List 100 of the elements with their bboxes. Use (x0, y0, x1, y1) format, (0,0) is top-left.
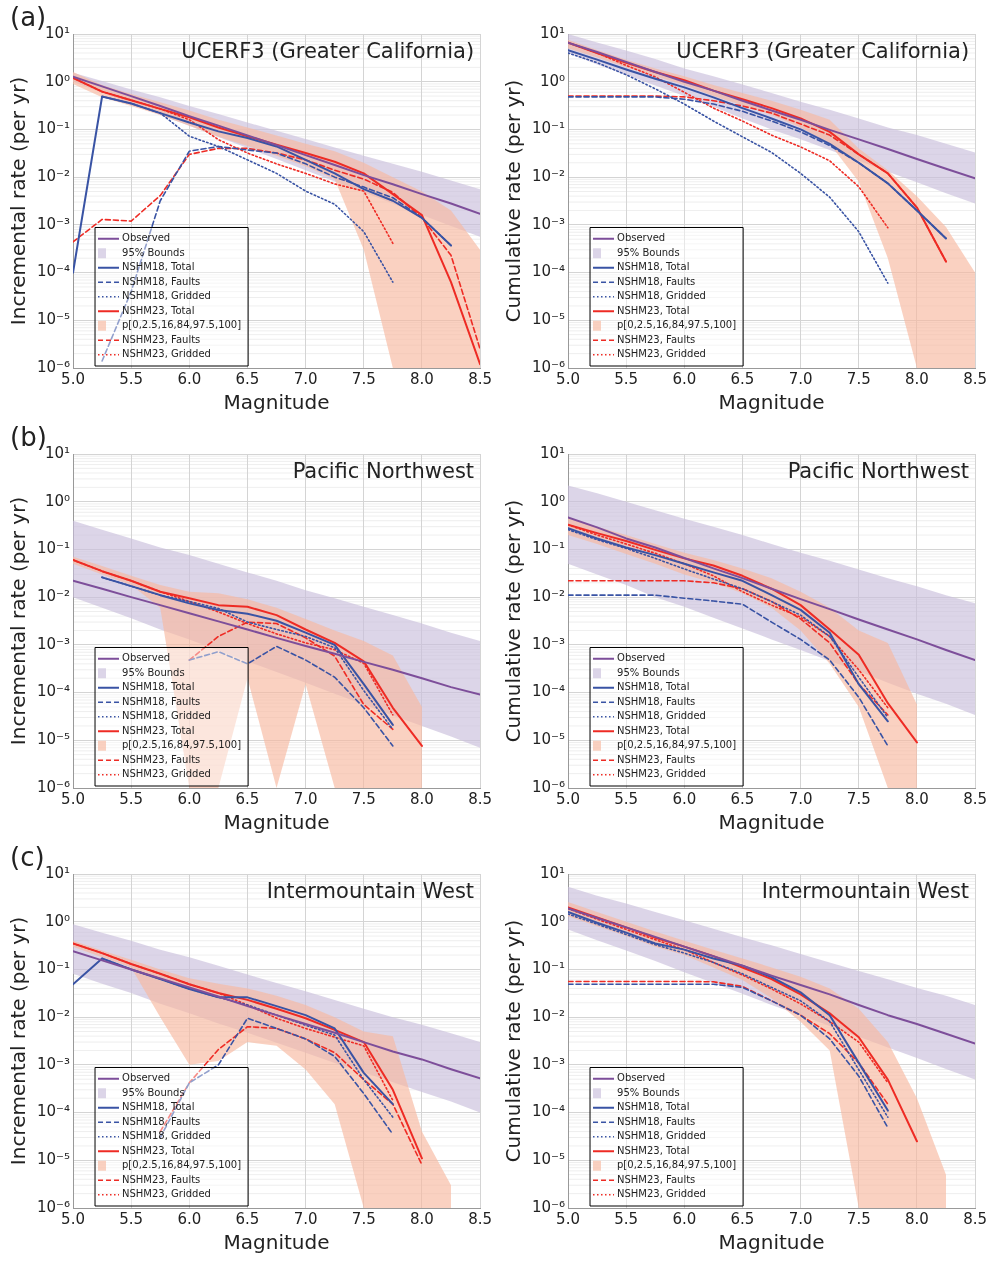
x-tick-label: 7.0 (788, 369, 813, 388)
legend-label: 95% Bounds (617, 246, 680, 258)
x-tick-label: 7.0 (293, 789, 318, 808)
y-tick-label: 10¹ (539, 443, 566, 462)
y-tick-label: 10⁻⁴ (36, 1102, 71, 1121)
y-axis-title: Cumulative rate (per yr) (501, 499, 526, 743)
chart-title: UCERF3 (Greater California) (676, 38, 970, 63)
legend-label: NSHM18, Total (617, 681, 690, 693)
y-tick-label: 10⁰ (539, 491, 566, 510)
x-axis-title: Magnitude (223, 1230, 330, 1255)
x-tick-label: 6.0 (177, 369, 202, 388)
legend-label: p[0,2.5,16,84,97.5,100] (617, 1159, 737, 1171)
x-tick-label: 8.5 (963, 369, 987, 388)
y-tick-label: 10⁻⁴ (531, 682, 566, 701)
text: (a) (10, 2, 47, 32)
x-tick-label: 8.0 (409, 369, 434, 388)
chart-title: Intermountain West (266, 878, 475, 903)
legend-label: p[0,2.5,16,84,97.5,100] (122, 1159, 242, 1171)
x-tick-label: 5.5 (614, 369, 639, 388)
y-axis-title: Incremental rate (per yr) (6, 76, 31, 326)
legend-label: NSHM18, Faults (122, 1115, 201, 1127)
legend-label: NSHM23, Total (617, 1144, 690, 1156)
y-tick-label: 10⁻¹ (531, 959, 566, 978)
legend-label: NSHM23, Gridded (122, 348, 211, 360)
legend-label: NSHM23, Gridded (617, 1188, 706, 1200)
y-tick-label: 10⁻⁴ (531, 1102, 566, 1121)
x-tick-label: 7.0 (293, 369, 318, 388)
y-tick-label: 10⁻² (36, 1007, 71, 1026)
legend-label: Observed (122, 652, 171, 664)
y-tick-label: 10⁻¹ (36, 539, 71, 558)
legend-label: NSHM18, Total (617, 1101, 690, 1113)
legend-label: Observed (122, 1072, 171, 1084)
y-tick-label: 10⁻³ (531, 1054, 566, 1073)
y-axis-title: Incremental rate (per yr) (6, 496, 31, 746)
y-tick-label: 10⁻¹ (531, 119, 566, 138)
y-tick-label: 10¹ (44, 863, 71, 882)
legend-label: NSHM23, Total (617, 304, 690, 316)
legend-label: Observed (122, 232, 171, 244)
x-tick-label: 5.5 (119, 369, 144, 388)
y-axis-title: Incremental rate (per yr) (6, 916, 31, 1166)
y-tick-label: 10⁻³ (36, 214, 71, 233)
x-tick-label: 5.0 (61, 369, 85, 388)
y-tick-label: 10⁰ (539, 911, 566, 930)
legend-label: p[0,2.5,16,84,97.5,100] (122, 739, 242, 751)
legend-label: 95% Bounds (122, 1086, 185, 1098)
legend-label: NSHM23, Faults (122, 753, 201, 765)
y-tick-label: 10⁰ (539, 71, 566, 90)
legend-label: NSHM18, Gridded (122, 1130, 211, 1142)
legend-label: NSHM23, Faults (617, 753, 696, 765)
legend-label: NSHM18, Total (122, 681, 195, 693)
legend-label: NSHM18, Total (122, 1101, 195, 1113)
x-tick-label: 5.0 (556, 789, 580, 808)
legend-label: Observed (617, 1072, 666, 1084)
x-axis-title: Magnitude (718, 1230, 825, 1255)
y-tick-label: 10¹ (44, 23, 71, 42)
legend-label: p[0,2.5,16,84,97.5,100] (617, 319, 737, 331)
x-tick-label: 8.0 (904, 789, 929, 808)
y-tick-label: 10⁻³ (36, 634, 71, 653)
y-tick-label: 10⁻⁵ (36, 310, 71, 329)
text: (b) (10, 422, 47, 452)
x-tick-label: 5.5 (614, 1209, 639, 1228)
legend-label: NSHM23, Total (122, 304, 195, 316)
x-axis-title: Magnitude (223, 390, 330, 415)
legend-label: NSHM18, Total (617, 261, 690, 273)
y-tick-label: 10⁻⁵ (531, 1150, 566, 1169)
x-tick-label: 5.5 (614, 789, 639, 808)
y-axis-title: Cumulative rate (per yr) (501, 79, 526, 323)
x-tick-label: 5.5 (119, 1209, 144, 1228)
text: (c) (10, 842, 45, 872)
y-tick-label: 10⁰ (44, 911, 71, 930)
legend-label: Observed (617, 232, 666, 244)
legend-label: Observed (617, 652, 666, 664)
x-tick-label: 6.5 (235, 1209, 260, 1228)
x-tick-label: 5.0 (556, 369, 580, 388)
legend-label: NSHM23, Total (122, 1144, 195, 1156)
x-tick-label: 8.0 (904, 369, 929, 388)
x-tick-label: 7.5 (351, 369, 376, 388)
x-tick-label: 6.0 (672, 1209, 697, 1228)
x-tick-label: 8.0 (409, 789, 434, 808)
x-tick-label: 6.0 (177, 789, 202, 808)
y-tick-label: 10⁻³ (531, 634, 566, 653)
x-tick-label: 7.5 (846, 1209, 871, 1228)
legend-label: NSHM23, Total (617, 724, 690, 736)
chart-title: UCERF3 (Greater California) (181, 38, 475, 63)
x-tick-label: 6.5 (730, 789, 755, 808)
legend-label: NSHM18, Gridded (617, 710, 706, 722)
y-tick-label: 10¹ (539, 863, 566, 882)
y-tick-label: 10⁻³ (531, 214, 566, 233)
x-axis-title: Magnitude (718, 390, 825, 415)
x-tick-label: 6.5 (235, 369, 260, 388)
chart-title: Pacific Northwest (787, 458, 970, 483)
y-tick-label: 10⁻² (531, 167, 566, 186)
x-tick-label: 6.0 (672, 789, 697, 808)
legend-label: p[0,2.5,16,84,97.5,100] (617, 739, 737, 751)
y-tick-label: 10⁻⁵ (36, 1150, 71, 1169)
x-tick-label: 7.5 (351, 1209, 376, 1228)
y-tick-label: 10⁻² (531, 1007, 566, 1026)
legend-label: NSHM23, Total (122, 724, 195, 736)
legend-label: NSHM18, Gridded (617, 290, 706, 302)
x-tick-label: 7.0 (293, 1209, 318, 1228)
